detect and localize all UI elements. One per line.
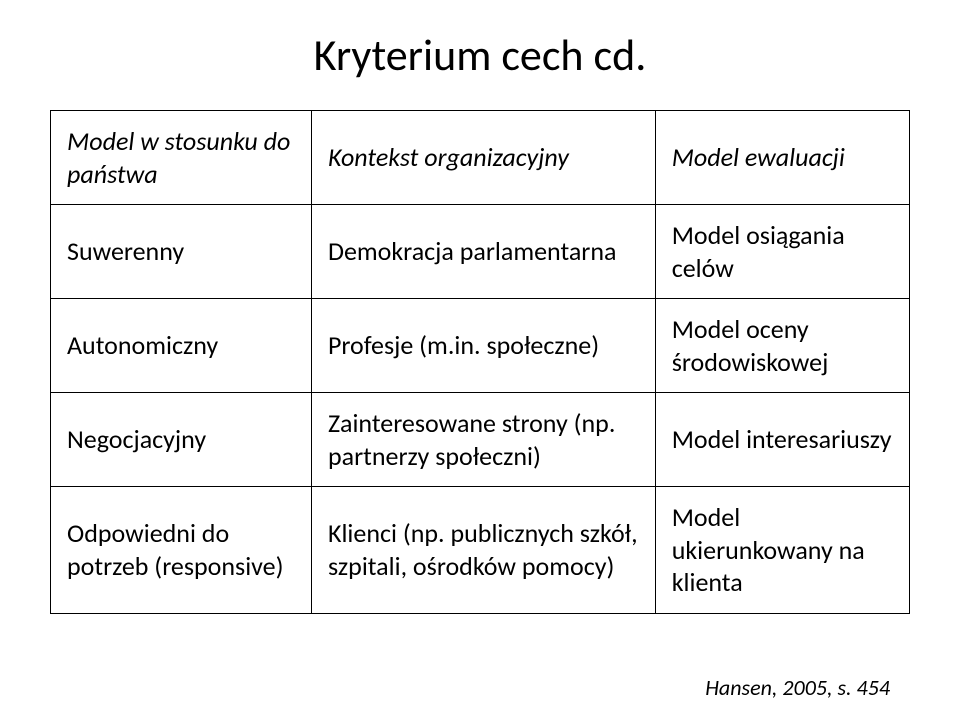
citation-text: Hansen, 2005, s. 454	[705, 674, 890, 701]
slide-title: Kryterium cech cd.	[50, 28, 910, 82]
col-header-2: Model ewaluacji	[655, 111, 909, 205]
table-row: Negocjacyjny Zainteresowane strony (np. …	[51, 393, 910, 487]
table-row: Suwerenny Demokracja parlamentarna Model…	[51, 205, 910, 299]
col-header-1: Kontekst organizacyjny	[311, 111, 655, 205]
cell: Model ukierunkowany na klienta	[655, 487, 909, 614]
cell: Negocjacyjny	[51, 393, 312, 487]
cell: Model osiągania celów	[655, 205, 909, 299]
table-row: Odpowiedni do potrzeb (responsive) Klien…	[51, 487, 910, 614]
criteria-table: Model w stosunku do państwa Kontekst org…	[50, 110, 910, 614]
cell: Model interesariuszy	[655, 393, 909, 487]
slide: Kryterium cech cd. Model w stosunku do p…	[0, 0, 960, 719]
table-header-row: Model w stosunku do państwa Kontekst org…	[51, 111, 910, 205]
cell: Klienci (np. publicznych szkół, szpitali…	[311, 487, 655, 614]
table-row: Autonomiczny Profesje (m.in. społeczne) …	[51, 299, 910, 393]
cell: Suwerenny	[51, 205, 312, 299]
cell: Profesje (m.in. społeczne)	[311, 299, 655, 393]
col-header-0: Model w stosunku do państwa	[51, 111, 312, 205]
cell: Odpowiedni do potrzeb (responsive)	[51, 487, 312, 614]
cell: Zainteresowane strony (np. partnerzy spo…	[311, 393, 655, 487]
cell: Autonomiczny	[51, 299, 312, 393]
cell: Model oceny środowiskowej	[655, 299, 909, 393]
cell: Demokracja parlamentarna	[311, 205, 655, 299]
